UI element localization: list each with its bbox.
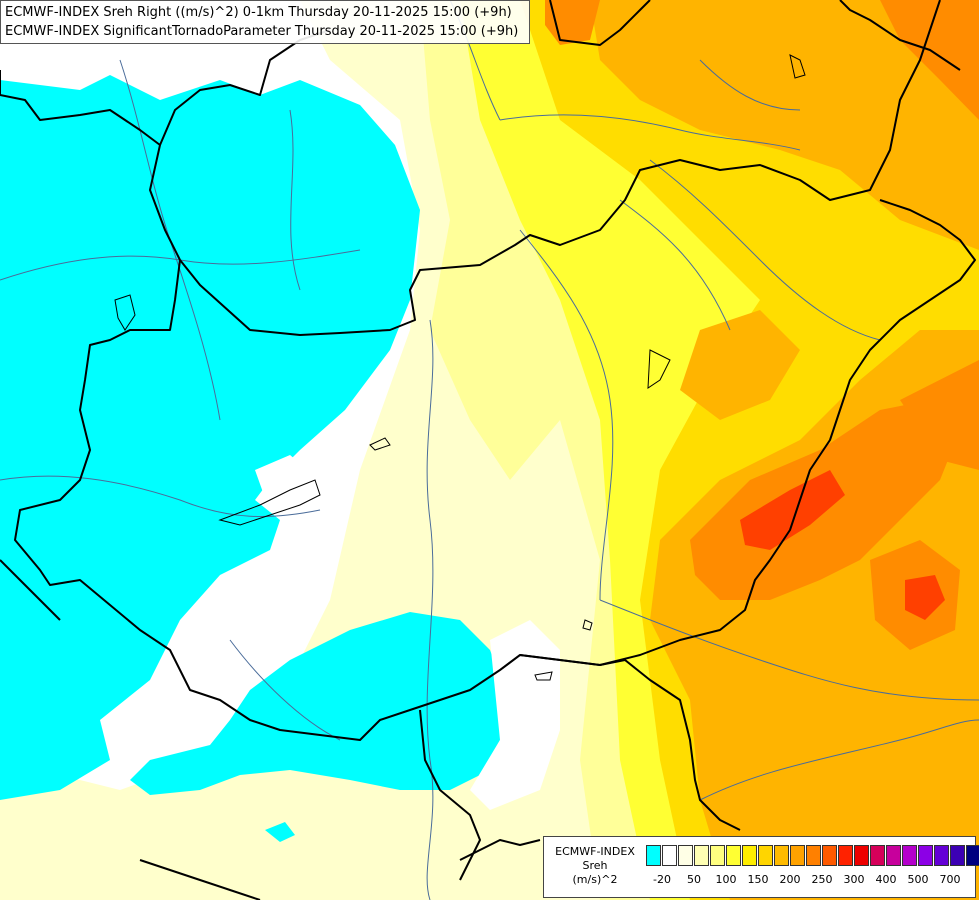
- legend-tick-label: 200: [779, 873, 801, 886]
- legend-title-line-2: Sreh: [582, 859, 608, 872]
- legend-swatch: [806, 845, 821, 866]
- lakes: [114, 54, 806, 681]
- legend-tick-label: 700: [939, 873, 961, 886]
- field-orange-north: [590, 0, 979, 250]
- field-cyan-west: [0, 75, 420, 800]
- title-line-1: ECMWF-INDEX Sreh Right ((m/s)^2) 0-1km T…: [5, 5, 512, 20]
- legend-swatch: [838, 845, 853, 866]
- legend-tick-label: 100: [715, 873, 737, 886]
- field-cyan-isle-1: [265, 822, 295, 842]
- field-red-core-2: [905, 575, 945, 620]
- legend-title: ECMWF-INDEX Sreh (m/s)^2: [546, 845, 644, 887]
- field-white-mid: [255, 455, 320, 512]
- legend-tick-label: 300: [843, 873, 865, 886]
- legend-swatch: [918, 845, 933, 866]
- map-title-box: ECMWF-INDEX Sreh Right ((m/s)^2) 0-1km T…: [0, 0, 530, 44]
- field-cyan-isle-2: [0, 600, 18, 660]
- legend-swatch: [646, 845, 661, 866]
- legend-swatch: [886, 845, 901, 866]
- legend-tick-label: 50: [687, 873, 701, 886]
- legend-swatch: [790, 845, 805, 866]
- legend-title-line-3: (m/s)^2: [572, 873, 618, 886]
- legend-swatch: [822, 845, 837, 866]
- legend-swatch: [902, 845, 917, 866]
- legend-swatch: [742, 845, 757, 866]
- legend-swatch: [662, 845, 677, 866]
- field-red-core-1: [740, 470, 845, 550]
- legend-tick-label: 150: [747, 873, 769, 886]
- field-cyan-south: [130, 612, 505, 795]
- legend-swatch: [694, 845, 709, 866]
- legend-swatch: [774, 845, 789, 866]
- legend-swatch: [966, 845, 979, 866]
- color-legend: ECMWF-INDEX Sreh (m/s)^2 -20 50 100 150 200 2…: [543, 836, 979, 898]
- legend-swatch: [934, 845, 949, 866]
- legend-swatch: [870, 845, 885, 866]
- title-line-2: ECMWF-INDEX SignificantTornadoParameter …: [5, 24, 519, 39]
- legend-swatch: [950, 845, 965, 866]
- legend-swatch: [710, 845, 725, 866]
- legend-color-bar: [646, 845, 979, 866]
- legend-tick-label: 250: [811, 873, 833, 886]
- legend-swatch: [854, 845, 869, 866]
- legend-swatch: [726, 845, 741, 866]
- legend-swatch: [758, 845, 773, 866]
- legend-title-line-1: ECMWF-INDEX: [555, 845, 635, 858]
- legend-tick-label: 400: [875, 873, 897, 886]
- field-dark-orange-north: [880, 0, 979, 120]
- field-white-south: [470, 620, 560, 810]
- legend-tick-labels: -20 50 100 150 200 250 300 400 500 700: [646, 873, 974, 889]
- field-orange-mid: [680, 310, 800, 420]
- legend-tick-label: -20: [653, 873, 671, 886]
- legend-tick-label: 500: [907, 873, 929, 886]
- field-dark-orange-e: [900, 360, 979, 470]
- legend-swatch: [678, 845, 693, 866]
